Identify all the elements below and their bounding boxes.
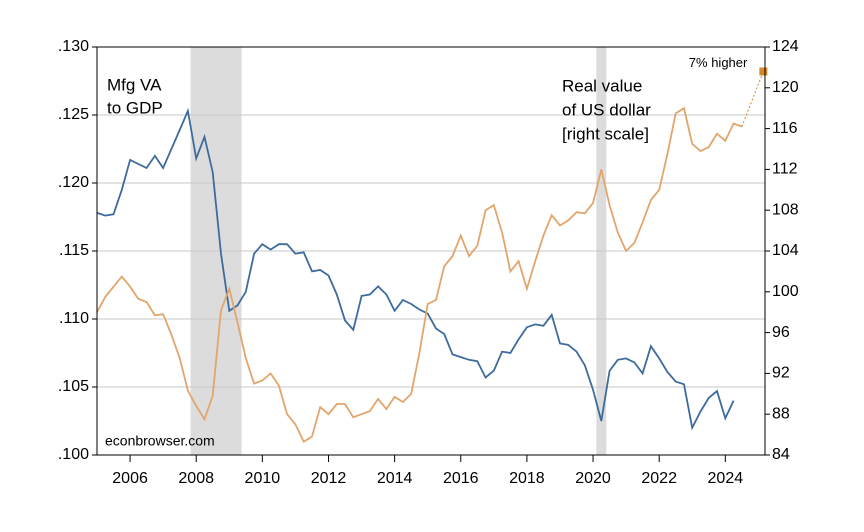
y-tick-label: .100 (58, 446, 89, 463)
x-tick-label: 2024 (708, 470, 744, 487)
y2-tick-label: 108 (772, 201, 799, 218)
y2-tick-label: 96 (772, 324, 790, 341)
x-tick-label: 2016 (443, 470, 479, 487)
y-tick-label: .130 (58, 38, 89, 55)
x-tick-label: 2006 (112, 470, 148, 487)
y2-tick-label: 124 (772, 38, 799, 55)
x-tick-label: 2022 (641, 470, 677, 487)
x-tick-label: 2020 (575, 470, 611, 487)
y2-tick-label: 100 (772, 283, 799, 300)
marker-connector (741, 71, 764, 127)
y-tick-label: .125 (58, 106, 89, 123)
y2-tick-label: 88 (772, 405, 790, 422)
y-tick-label: .115 (59, 242, 89, 259)
y2-tick-label: 112 (772, 161, 798, 178)
x-tick-label: 2010 (245, 470, 281, 487)
series-line (96, 107, 735, 431)
series-annotation: Real value (562, 76, 642, 95)
y-tick-label: .105 (58, 378, 89, 395)
series-annotation: of US dollar (562, 100, 651, 119)
y2-tick-label: 116 (772, 120, 798, 137)
series-annotation: [right scale] (562, 124, 649, 143)
x-tick-label: 2018 (509, 470, 545, 487)
series-line (96, 106, 743, 443)
x-tick-label: 2008 (178, 470, 214, 487)
y-tick-label: .110 (59, 310, 89, 327)
marker-point (759, 67, 768, 76)
y2-tick-label: 92 (772, 365, 790, 382)
series-annotation: to GDP (107, 98, 163, 117)
x-tick-label: 2014 (377, 470, 413, 487)
y2-tick-label: 84 (772, 446, 790, 463)
y-tick-label: .120 (58, 174, 89, 191)
plot-frame (96, 46, 766, 456)
x-tick-label: 2012 (311, 470, 347, 487)
y2-tick-label: 104 (772, 242, 799, 259)
series-annotation: Mfg VA (107, 75, 162, 94)
source-note: econbrowser.com (105, 433, 215, 449)
y2-tick-label: 120 (772, 79, 799, 96)
marker-label: 7% higher (689, 55, 748, 70)
